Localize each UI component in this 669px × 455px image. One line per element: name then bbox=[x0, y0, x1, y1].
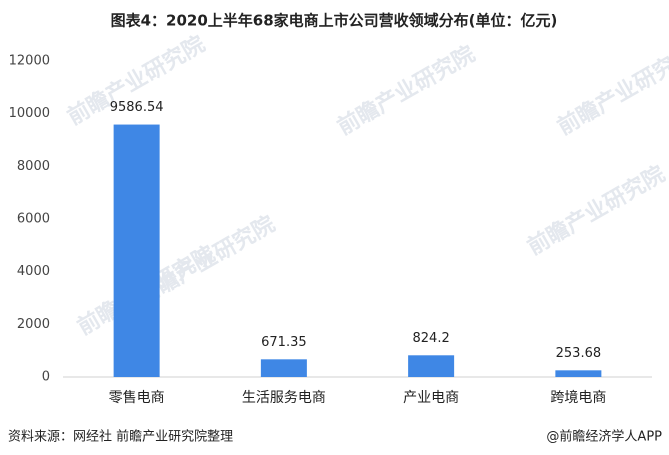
chart-title: 图表4：2020上半年68家电商上市公司营收领域分布(单位：亿元) bbox=[111, 12, 558, 30]
value-label: 9586.54 bbox=[110, 100, 164, 115]
watermark: 前瞻产业研究院 bbox=[523, 161, 669, 261]
watermark: 前瞻产业研究院 bbox=[553, 41, 669, 141]
y-tick-label: 0 bbox=[42, 370, 50, 385]
bar bbox=[408, 355, 455, 377]
x-tick-label: 零售电商 bbox=[109, 390, 165, 406]
bar bbox=[113, 124, 160, 377]
y-tick-label: 12000 bbox=[9, 54, 50, 69]
y-tick-label: 2000 bbox=[17, 317, 50, 332]
x-tick-label: 产业电商 bbox=[403, 390, 459, 406]
bar bbox=[260, 359, 307, 377]
y-tick-label: 8000 bbox=[17, 159, 50, 174]
x-tick-label: 生活服务电商 bbox=[242, 390, 326, 406]
y-tick-label: 4000 bbox=[17, 264, 50, 279]
value-label: 824.2 bbox=[413, 331, 450, 346]
bar bbox=[555, 370, 602, 377]
credit: @前瞻经济学人APP bbox=[546, 429, 662, 445]
y-tick-label: 6000 bbox=[17, 212, 50, 227]
x-tick-label: 跨境电商 bbox=[550, 390, 606, 406]
watermark: 前瞻产业研究院 bbox=[333, 41, 479, 141]
source: 资料来源：网经社 前瞻产业研究院整理 bbox=[8, 429, 233, 445]
watermark: 前瞻产业研究院 bbox=[63, 31, 209, 131]
value-label: 671.35 bbox=[261, 335, 307, 350]
value-label: 253.68 bbox=[556, 346, 602, 361]
y-tick-label: 10000 bbox=[9, 106, 50, 121]
